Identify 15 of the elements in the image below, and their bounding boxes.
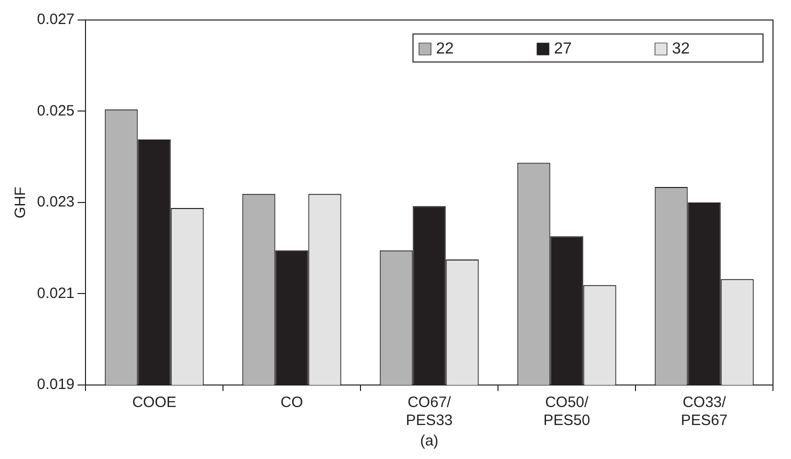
y-tick-label: 0.023: [36, 194, 75, 211]
text: (a): [420, 432, 438, 450]
legend-label: 32: [672, 40, 690, 58]
y-tick-label: 0.027: [36, 11, 75, 28]
x-tick-label: CO50/PES50: [543, 394, 590, 430]
y-tick-label: 0.025: [36, 102, 75, 120]
x-tick-label: COOE: [132, 394, 176, 412]
y-tick-label: 0.019: [36, 376, 75, 394]
legend-label: 27: [554, 40, 572, 58]
x-tick-label: CO: [280, 394, 304, 412]
y-tick-label: 0.021: [36, 284, 75, 302]
x-tick-label: CO67/PES33: [406, 394, 453, 430]
y-axis-title: GHF: [12, 186, 30, 218]
x-tick-label: CO33/PES67: [680, 394, 728, 430]
legend-label: 22: [436, 40, 454, 58]
